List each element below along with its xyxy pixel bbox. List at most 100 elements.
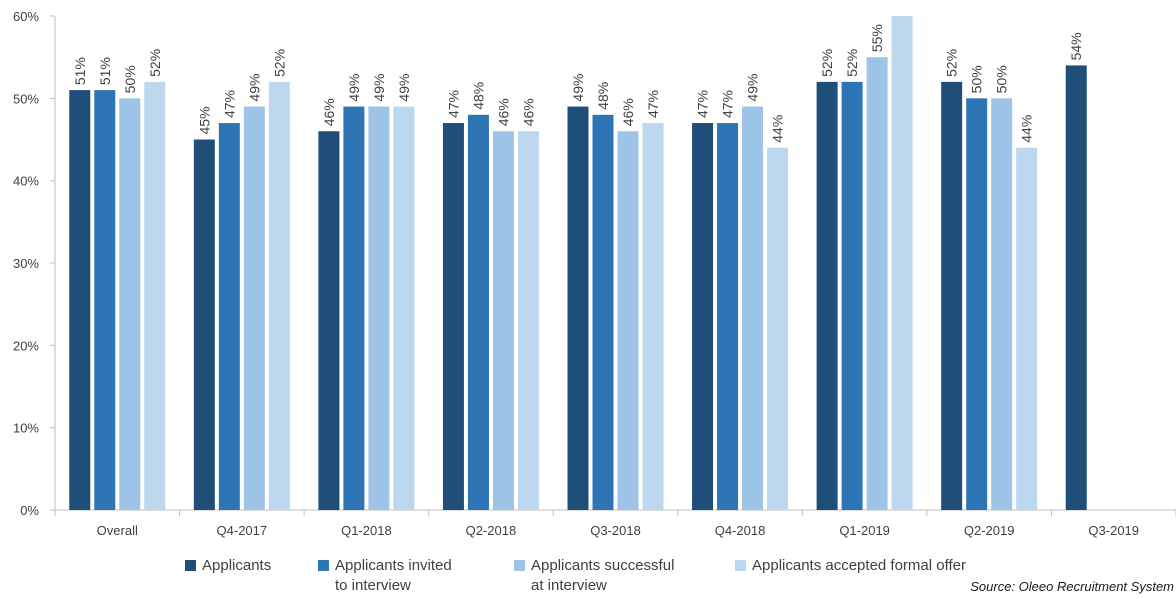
bar [368,106,390,511]
legend-swatch-successful [514,560,525,571]
data-label: 48% [595,82,611,110]
data-label: 50% [122,65,138,93]
data-label: 50% [994,65,1010,93]
data-label: 52% [271,49,287,77]
y-tick-label: 10% [13,421,39,436]
y-tick-label: 60% [13,9,39,24]
bar [866,57,888,511]
data-label: 49% [371,74,387,102]
legend-item-invited: Applicants invited to interview [318,556,452,596]
legend-item-applicants: Applicants [185,556,271,576]
x-category-label: Q1-2018 [341,523,392,538]
bar [642,123,664,511]
data-label: 49% [246,74,262,102]
data-label: 51% [97,57,113,85]
bar [243,106,265,511]
data-label: 47% [445,90,461,118]
data-label: 46% [321,98,337,126]
legend-label-line: Applicants invited [335,557,452,574]
data-label: 49% [396,74,412,102]
bar [193,139,215,510]
bar [966,98,988,510]
data-label: 45% [196,106,212,134]
bar [742,106,764,511]
x-category-label: Q3-2018 [590,523,641,538]
data-label: 47% [720,90,736,118]
data-label: 46% [520,98,536,126]
data-label: 47% [695,90,711,118]
data-label: 48% [470,82,486,110]
bar-chart: 0% 10% 20% 30% 40% 50% 60% Overall Q4-2017 Q1-201… [13,9,1176,538]
data-label: 47% [221,90,237,118]
bar [592,114,614,511]
bar [268,81,290,510]
bar [69,90,91,510]
data-label: 52% [147,49,163,77]
bar [442,123,464,511]
data-label: 54% [1068,32,1084,60]
bar [119,98,141,510]
bar [218,123,240,511]
y-tick-label: 50% [13,91,39,106]
bar [343,106,365,511]
bar [891,16,913,510]
x-category-label: Overall [97,523,138,538]
legend-swatch-applicants [185,560,196,571]
data-label: 55% [869,24,885,52]
data-label: 50% [969,65,985,93]
bar [1065,65,1087,511]
legend-item-successful: Applicants successful at interview [514,556,674,596]
bar [318,131,340,510]
bar [841,81,863,510]
source-note: Source: Oleeo Recruitment System [970,579,1174,594]
legend-label: Applicants successful at interview [531,556,674,596]
legend-label: Applicants [202,556,271,576]
data-label: 49% [570,74,586,102]
y-tick-label: 0% [20,503,39,518]
legend-label: Applicants invited to interview [335,556,452,596]
legend-label: Applicants accepted formal offer [752,556,966,576]
x-category-label: Q2-2019 [964,523,1015,538]
data-label: 46% [620,98,636,126]
bar [767,147,789,510]
data-label: 52% [819,49,835,77]
bar [941,81,963,510]
data-label: 52% [844,49,860,77]
axes: 0% 10% 20% 30% 40% 50% 60% Overall Q4-2017 Q1-201… [13,9,1176,538]
bar [816,81,838,510]
bar [567,106,589,511]
bar [517,131,539,510]
legend-label-line: at interview [531,577,607,594]
bar [1016,147,1038,510]
data-label: 44% [1019,115,1035,143]
y-tick-label: 20% [13,338,39,353]
bar [94,90,116,510]
legend-label-line: Applicants successful [531,557,675,574]
bar [144,81,166,510]
x-category-label: Q2-2018 [466,523,517,538]
bar [717,123,739,511]
data-labels: 51% 51% 50% 52% 45% 47% 49% 52% 46% 49% 49% 49% 47% 4… [72,24,1084,143]
x-category-label: Q1-2019 [839,523,890,538]
y-tick-label: 30% [13,256,39,271]
x-category-label: Q3-2019 [1088,523,1139,538]
legend: Applicants Applicants invited to intervi… [0,556,1176,599]
data-label: 49% [346,74,362,102]
bar [991,98,1013,510]
bar [692,123,714,511]
data-label: 44% [770,115,786,143]
data-label: 51% [72,57,88,85]
x-category-label: Q4-2017 [217,523,268,538]
bar [492,131,514,510]
y-tick-label: 40% [13,174,39,189]
legend-swatch-accepted [735,560,746,571]
legend-swatch-invited [318,560,329,571]
data-label: 52% [944,49,960,77]
bar [467,114,489,511]
x-category-label: Q4-2018 [715,523,766,538]
data-label: 47% [645,90,661,118]
bar [617,131,639,510]
legend-label-line: to interview [335,577,411,594]
bar [393,106,415,511]
legend-label-line: Applicants [202,557,272,574]
